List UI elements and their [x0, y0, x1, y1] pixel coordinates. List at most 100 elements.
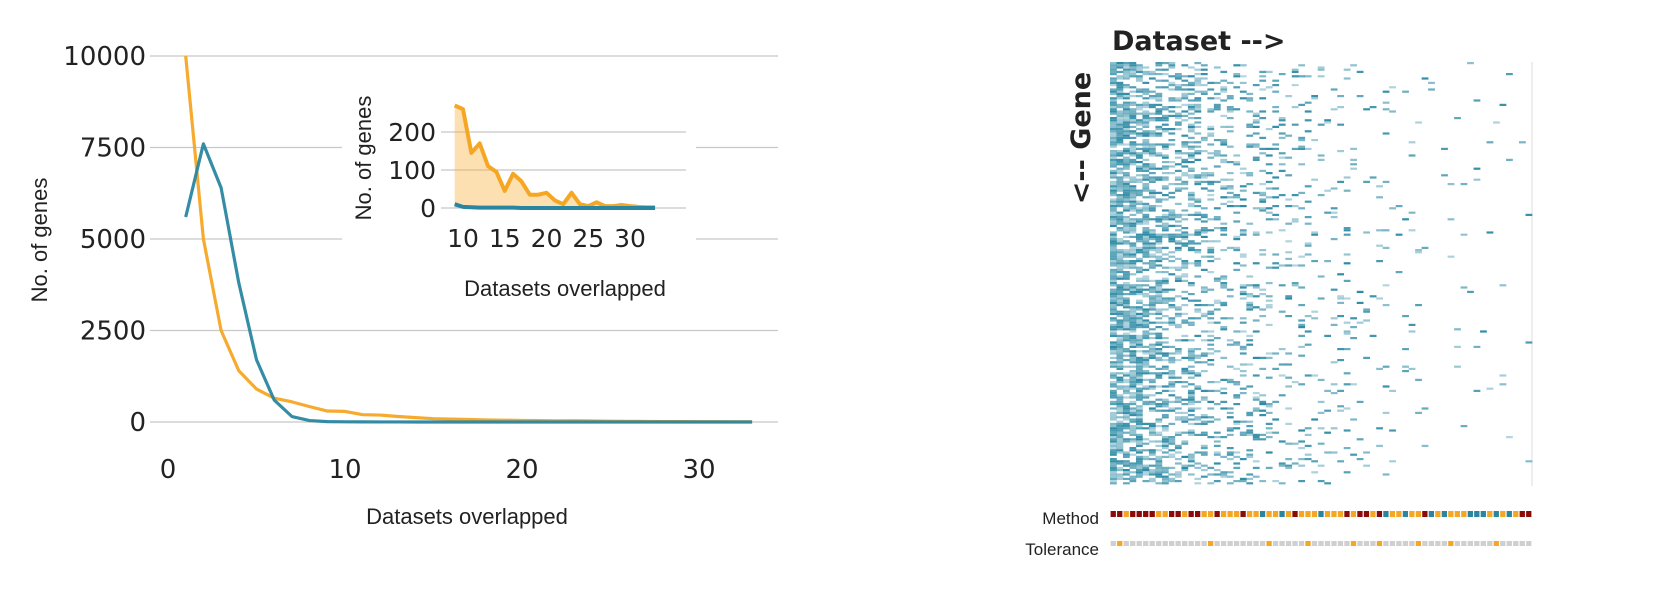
heatmap-cell [1129, 235, 1137, 238]
heatmap-cell [1155, 356, 1163, 359]
heatmap-cell [1161, 86, 1169, 89]
track-cell-method [1409, 511, 1415, 517]
heatmap-cell [1148, 372, 1156, 375]
heatmap-cell [1239, 363, 1247, 366]
heatmap-cell [1135, 167, 1143, 170]
heatmap-cell [1116, 462, 1124, 465]
track-cell-method [1428, 511, 1435, 517]
heatmap-cell [1499, 374, 1507, 377]
inset-y-axis-title: No. of genes [351, 96, 376, 221]
heatmap-cell [1200, 433, 1208, 436]
heatmap-cell [1350, 167, 1358, 170]
heatmap-cell [1135, 271, 1143, 274]
heatmap-cell [1285, 297, 1293, 300]
heatmap-cell [1168, 455, 1176, 458]
heatmap-cell [1110, 326, 1117, 329]
heatmap-cell [1356, 95, 1364, 98]
heatmap-cell [1110, 418, 1117, 421]
heatmap-cell [1129, 68, 1137, 71]
heatmap-cell [1161, 354, 1169, 357]
heatmap-cell [1278, 464, 1286, 467]
heatmap-cell [1311, 95, 1319, 98]
heatmap-cell [1142, 176, 1150, 179]
heatmap-cell [1337, 348, 1345, 351]
heatmap-cell [1116, 130, 1124, 133]
heatmap-cell [1382, 284, 1390, 287]
heatmap-cell [1135, 220, 1143, 223]
track-cell-tolerance [1389, 541, 1396, 546]
heatmap-cell [1135, 394, 1143, 397]
heatmap-cell [1116, 161, 1124, 164]
heatmap-cell [1168, 370, 1176, 373]
heatmap-cell [1129, 464, 1137, 467]
heatmap-cell [1233, 367, 1241, 370]
heatmap-cell [1200, 220, 1208, 223]
heatmap-cell [1110, 218, 1117, 221]
heatmap-cell [1272, 367, 1280, 370]
heatmap-cell [1480, 330, 1487, 333]
heatmap-cell [1200, 330, 1208, 333]
heatmap-cell [1200, 354, 1208, 357]
heatmap-cell [1298, 304, 1306, 307]
heatmap-cell [1135, 469, 1143, 472]
heatmap-cell [1142, 396, 1150, 399]
heatmap-cell [1207, 310, 1215, 313]
heatmap-cell [1187, 453, 1195, 456]
heatmap-cell [1116, 299, 1124, 302]
heatmap-cell [1239, 330, 1247, 333]
heatmap-cell [1194, 132, 1202, 135]
heatmap-cell [1155, 332, 1163, 335]
heatmap-cell [1213, 279, 1221, 282]
heatmap-cell [1194, 407, 1202, 410]
heatmap-cell [1220, 99, 1228, 102]
heatmap-cell [1233, 220, 1241, 223]
heatmap-cell [1337, 295, 1345, 298]
heatmap-cell [1161, 271, 1169, 274]
heatmap-cell [1200, 451, 1208, 454]
heatmap-cell [1174, 348, 1182, 351]
heatmap-cell [1291, 284, 1299, 287]
heatmap-cell [1135, 68, 1143, 71]
heatmap-cell [1194, 97, 1202, 100]
heatmap-cell [1213, 403, 1221, 406]
heatmap-cell [1187, 323, 1195, 326]
heatmap-cell [1142, 185, 1150, 188]
heatmap-cell [1278, 156, 1286, 159]
heatmap-cell [1148, 112, 1156, 115]
track-cell-method [1220, 511, 1227, 517]
heatmap-cell [1116, 301, 1124, 304]
heatmap-cell [1148, 242, 1156, 245]
heatmap-cell [1116, 361, 1124, 364]
track-cell-method [1324, 511, 1331, 517]
heatmap-cell [1252, 475, 1260, 478]
heatmap-cell [1343, 383, 1351, 386]
heatmap-cell [1181, 304, 1189, 307]
heatmap-cell [1265, 304, 1273, 307]
heatmap-cell [1116, 295, 1124, 298]
heatmap-cell [1233, 64, 1241, 67]
heatmap-cell [1259, 70, 1267, 73]
heatmap-title: Dataset --> [1112, 26, 1285, 57]
track-cell-tolerance [1253, 541, 1259, 546]
heatmap-cell [1142, 337, 1150, 340]
heatmap-cell [1304, 374, 1312, 377]
y-tick-label: 10000 [63, 42, 146, 72]
heatmap-cell [1122, 359, 1130, 362]
heatmap-cell [1161, 389, 1169, 392]
heatmap-cell [1194, 108, 1202, 111]
heatmap-cell [1135, 143, 1143, 146]
track-cell-method [1253, 511, 1259, 517]
heatmap-cell [1116, 260, 1124, 263]
heatmap-cell [1181, 235, 1189, 238]
heatmap-cell [1233, 246, 1241, 249]
heatmap-cell [1194, 213, 1202, 216]
heatmap-cell [1278, 123, 1286, 126]
heatmap-cell [1135, 238, 1143, 241]
heatmap-cell [1291, 194, 1299, 197]
heatmap-cell [1122, 156, 1130, 159]
heatmap-cell [1135, 75, 1143, 78]
heatmap-cell [1161, 165, 1169, 168]
heatmap-cell [1356, 70, 1364, 73]
heatmap-cell [1116, 77, 1124, 80]
heatmap-cell [1213, 436, 1221, 439]
